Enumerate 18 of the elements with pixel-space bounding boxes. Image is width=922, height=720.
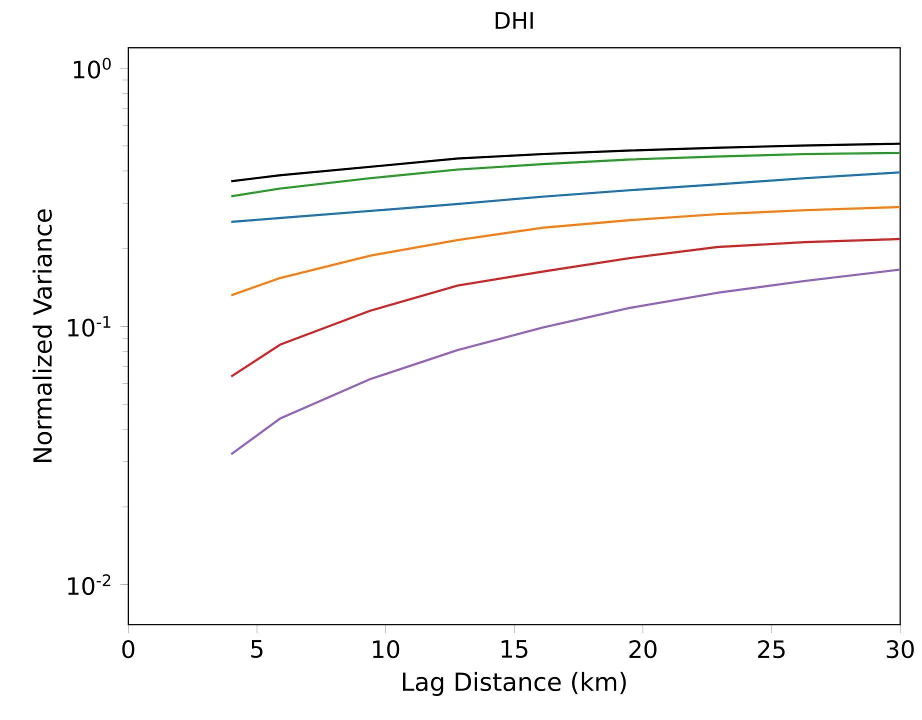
line-series	[230, 268, 900, 456]
y-tick-label: 10$^{0}$	[74, 58, 111, 79]
x-tick-label: 0	[122, 640, 134, 658]
line-series	[230, 238, 900, 378]
x-tick-label: 30	[886, 640, 914, 658]
y-axis-title: Normalized Variance	[32, 209, 52, 462]
line-series	[230, 171, 900, 223]
x-tick-label: 20	[629, 640, 656, 658]
x-axis-title: Lag Distance (km)	[402, 672, 626, 696]
chart-title: DHI	[496, 12, 533, 29]
y-tick-label: 10$^{-2}$	[68, 574, 110, 595]
x-tick-label: 25	[758, 640, 785, 658]
x-tick-label: 5	[251, 640, 262, 658]
x-tick-label: 15	[502, 640, 528, 658]
line-series	[230, 206, 900, 296]
x-tick-label: 10	[373, 640, 400, 658]
line-series	[230, 152, 900, 198]
y-tick-label: 10$^{-1}$	[68, 316, 110, 337]
